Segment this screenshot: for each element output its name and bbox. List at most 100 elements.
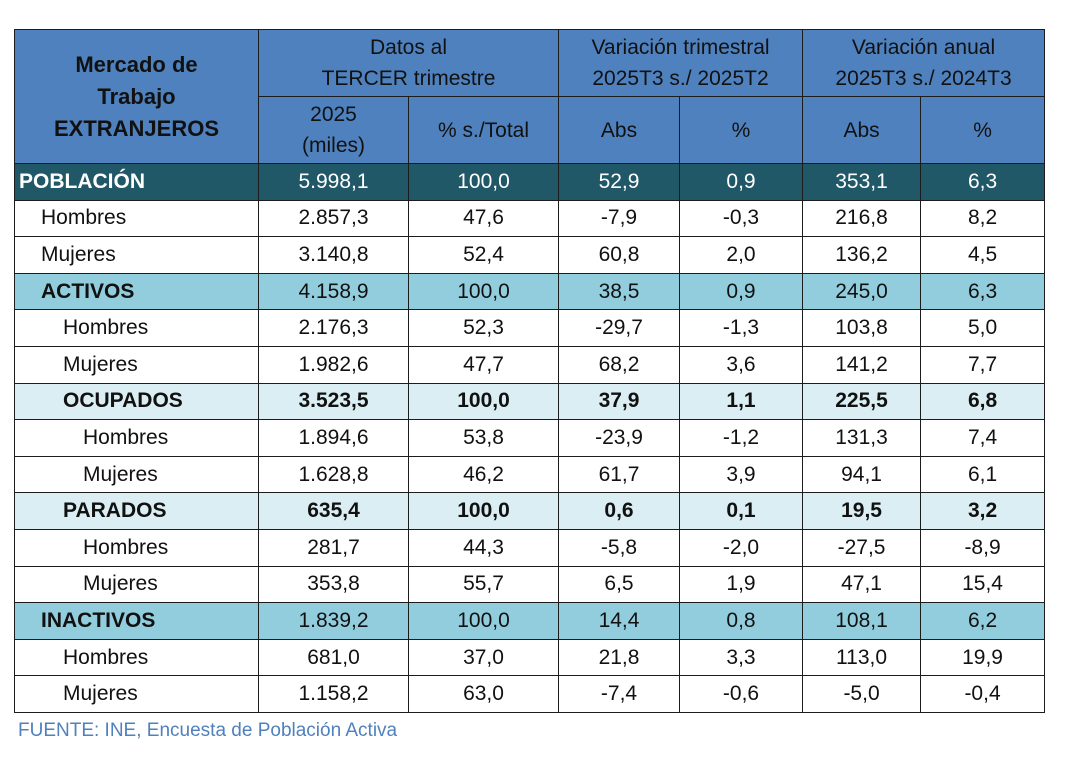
value-abs-quarterly: 38,5 (558, 272, 681, 311)
group-header-data: Datos al TERCER trimestre (257, 29, 560, 97)
value-abs-annual: 136,2 (802, 236, 922, 274)
value-abs-annual: 245,0 (802, 272, 922, 311)
value-abs-annual: 216,8 (802, 199, 922, 238)
value-pct-total: 100,0 (407, 272, 560, 311)
value-pct-total: 37,0 (407, 638, 560, 677)
title-line: Mercado de (75, 51, 198, 77)
value-pct-annual: 6,3 (920, 163, 1046, 201)
value-pct-annual: 6,3 (920, 272, 1046, 311)
value-pct-quarterly: 0,9 (679, 163, 804, 201)
value-abs-annual: 108,1 (802, 602, 922, 640)
value-2025: 281,7 (258, 528, 409, 567)
value-pct-quarterly: -1,3 (679, 309, 804, 347)
group-header-line: TERCER trimestre (321, 67, 496, 90)
value-pct-total: 100,0 (407, 163, 560, 201)
table-row: ACTIVOS 4.158,9 100,0 38,5 0,9 245,0 6,3 (14, 272, 1046, 311)
value-pct-total: 52,4 (407, 236, 560, 274)
group-header-line: 2025T3 s./ 2025T2 (592, 67, 769, 90)
value-2025: 353,8 (258, 565, 409, 604)
value-pct-total: 100,0 (407, 492, 560, 530)
table-row: Mujeres 353,8 55,7 6,5 1,9 47,1 15,4 (14, 565, 1046, 604)
value-pct-total: 46,2 (407, 455, 560, 494)
group-header-line: Variación anual (851, 36, 996, 59)
value-abs-quarterly: 14,4 (558, 602, 681, 640)
row-label: Mujeres (14, 345, 259, 384)
value-pct-quarterly: 3,6 (679, 345, 804, 384)
row-label: Hombres (14, 419, 259, 457)
col-header-pct-total: % s./Total (407, 96, 560, 164)
table-row: Mujeres 1.982,6 47,7 68,2 3,6 141,2 7,7 (14, 345, 1046, 384)
value-pct-quarterly: 2,0 (679, 236, 804, 274)
row-label: Hombres (14, 638, 259, 677)
value-pct-total: 55,7 (407, 565, 560, 604)
value-pct-annual: 3,2 (920, 492, 1046, 530)
value-pct-annual: 7,7 (920, 345, 1046, 384)
row-label: INACTIVOS (14, 602, 259, 640)
value-pct-annual: 7,4 (920, 419, 1046, 457)
col-header-line: 2025 (310, 103, 357, 126)
value-pct-quarterly: -2,0 (679, 528, 804, 567)
title-line: EXTRANJEROS (53, 115, 220, 141)
value-pct-total: 47,7 (407, 345, 560, 384)
value-pct-annual: 4,5 (920, 236, 1046, 274)
row-label: POBLACIÓN (14, 163, 259, 201)
table-row: OCUPADOS 3.523,5 100,0 37,9 1,1 225,5 6,8 (14, 382, 1046, 421)
col-header-abs-quarterly: Abs (558, 96, 681, 164)
row-label: Mujeres (14, 455, 259, 494)
value-pct-quarterly: 3,3 (679, 638, 804, 677)
row-label: Hombres (14, 309, 259, 347)
value-abs-annual: 19,5 (802, 492, 922, 530)
value-abs-annual: -5,0 (802, 675, 922, 713)
value-pct-quarterly: 1,1 (679, 382, 804, 421)
value-2025: 1.894,6 (258, 419, 409, 457)
value-pct-annual: 19,9 (920, 638, 1046, 677)
row-label: OCUPADOS (14, 382, 259, 421)
value-pct-annual: -0,4 (920, 675, 1046, 713)
value-pct-annual: 6,8 (920, 382, 1046, 421)
value-abs-quarterly: 37,9 (558, 382, 681, 421)
value-pct-total: 63,0 (407, 675, 560, 713)
value-pct-annual: 5,0 (920, 309, 1046, 347)
value-pct-annual: -8,9 (920, 528, 1046, 567)
value-abs-quarterly: 0,6 (558, 492, 681, 530)
group-header-line: 2025T3 s./ 2024T3 (835, 67, 1012, 90)
row-label: Mujeres (14, 565, 259, 604)
value-2025: 635,4 (258, 492, 409, 530)
value-abs-quarterly: -5,8 (558, 528, 681, 567)
value-pct-total: 47,6 (407, 199, 560, 238)
labor-market-table: Mercado de Trabajo EXTRANJEROS Datos al … (14, 29, 1046, 713)
value-2025: 1.628,8 (258, 455, 409, 494)
row-label: Mujeres (14, 675, 259, 713)
row-label: Mujeres (14, 236, 259, 274)
value-abs-annual: -27,5 (802, 528, 922, 567)
row-label: Hombres (14, 528, 259, 567)
value-abs-annual: 94,1 (802, 455, 922, 494)
col-header-abs-annual: Abs (802, 96, 922, 164)
value-abs-annual: 47,1 (802, 565, 922, 604)
value-pct-quarterly: 1,9 (679, 565, 804, 604)
col-header-pct-annual: % (920, 96, 1046, 164)
table-body: POBLACIÓN 5.998,1 100,0 52,9 0,9 353,1 6,3 Homb… (14, 163, 1046, 713)
group-header-line: Datos al (369, 36, 448, 59)
table-row: Hombres 281,7 44,3 -5,8 -2,0 -27,5 -8,9 (14, 528, 1046, 567)
value-pct-quarterly: 0,8 (679, 602, 804, 640)
value-pct-quarterly: 3,9 (679, 455, 804, 494)
value-pct-annual: 6,2 (920, 602, 1046, 640)
value-2025: 3.523,5 (258, 382, 409, 421)
row-label: ACTIVOS (14, 272, 259, 311)
value-2025: 1.839,2 (258, 602, 409, 640)
table-row: PARADOS 635,4 100,0 0,6 0,1 19,5 3,2 (14, 492, 1046, 530)
group-header-quarterly: Variación trimestral 2025T3 s./ 2025T2 (558, 29, 804, 97)
title-line: Trabajo (97, 83, 176, 109)
value-2025: 681,0 (258, 638, 409, 677)
table-row: POBLACIÓN 5.998,1 100,0 52,9 0,9 353,1 6,3 (14, 163, 1046, 201)
row-label: Hombres (14, 199, 259, 238)
value-pct-annual: 8,2 (920, 199, 1046, 238)
value-pct-total: 53,8 (407, 419, 560, 457)
value-pct-quarterly: 0,9 (679, 272, 804, 311)
value-pct-quarterly: -0,6 (679, 675, 804, 713)
value-pct-quarterly: 0,1 (679, 492, 804, 530)
value-2025: 2.857,3 (258, 199, 409, 238)
value-2025: 3.140,8 (258, 236, 409, 274)
value-abs-quarterly: -23,9 (558, 419, 681, 457)
